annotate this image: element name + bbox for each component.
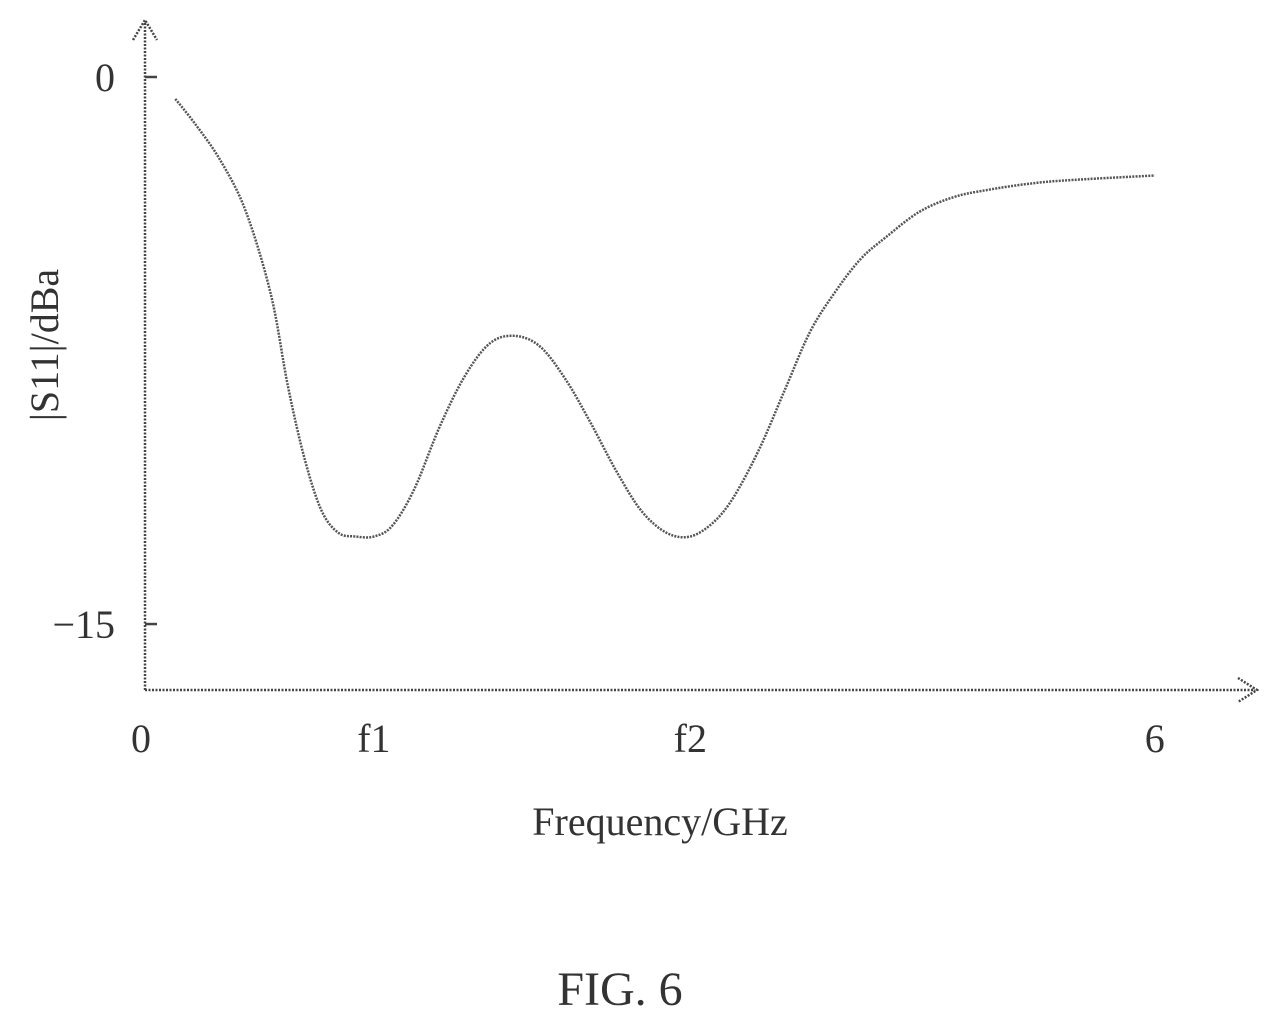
x-axis-arrow (1237, 676, 1260, 704)
x-axis-title: Frequency/GHz (532, 799, 787, 844)
x-tick-label: 6 (1145, 716, 1165, 761)
y-axis-arrow (131, 17, 159, 41)
x-tick-label: f1 (357, 716, 390, 761)
y-tick-label: −15 (52, 602, 115, 647)
x-tick-label: 0 (131, 716, 151, 761)
y-tick-label: 0 (95, 55, 115, 100)
y-axis-title: |S11|/dBa (22, 269, 67, 422)
s11-curve (174, 98, 1155, 539)
figure-caption: FIG. 6 (557, 963, 682, 1016)
x-tick-label: f2 (674, 716, 707, 761)
